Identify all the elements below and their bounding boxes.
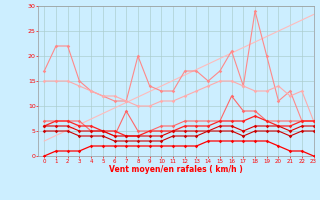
X-axis label: Vent moyen/en rafales ( km/h ): Vent moyen/en rafales ( km/h ) xyxy=(109,165,243,174)
